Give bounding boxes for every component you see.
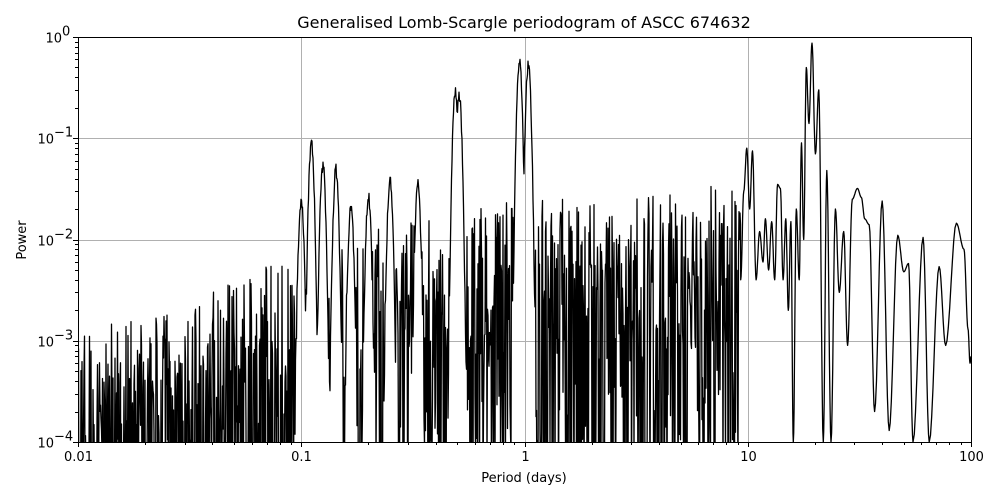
y-tick-exponent: −2 [54, 228, 73, 243]
chart-title: Generalised Lomb-Scargle periodogram of … [297, 13, 751, 32]
x-tick-label: 0.01 [64, 450, 93, 465]
y-tick-label: 10 [37, 336, 54, 351]
y-tick-exponent: −1 [54, 126, 73, 141]
x-tick-label: 100 [959, 450, 984, 465]
x-tick-label: 1 [521, 450, 529, 465]
x-axis-ticks: 0.01 0.1 1 10 100 [64, 442, 984, 465]
y-tick-label: 10 [37, 437, 54, 452]
plot-area [78, 42, 971, 442]
y-tick-exponent: −4 [54, 430, 73, 445]
x-axis-label: Period (days) [481, 471, 567, 486]
x-tick-label: 10 [740, 450, 757, 465]
y-tick-label: 10 [45, 32, 62, 47]
periodogram-line [78, 42, 971, 442]
y-tick-exponent: −3 [54, 329, 73, 344]
x-tick-label: 0.1 [291, 450, 312, 465]
y-tick-exponent: 0 [62, 25, 70, 40]
y-tick-label: 10 [37, 235, 54, 250]
y-tick-label: 10 [37, 133, 54, 148]
y-axis-label: Power [15, 220, 30, 260]
